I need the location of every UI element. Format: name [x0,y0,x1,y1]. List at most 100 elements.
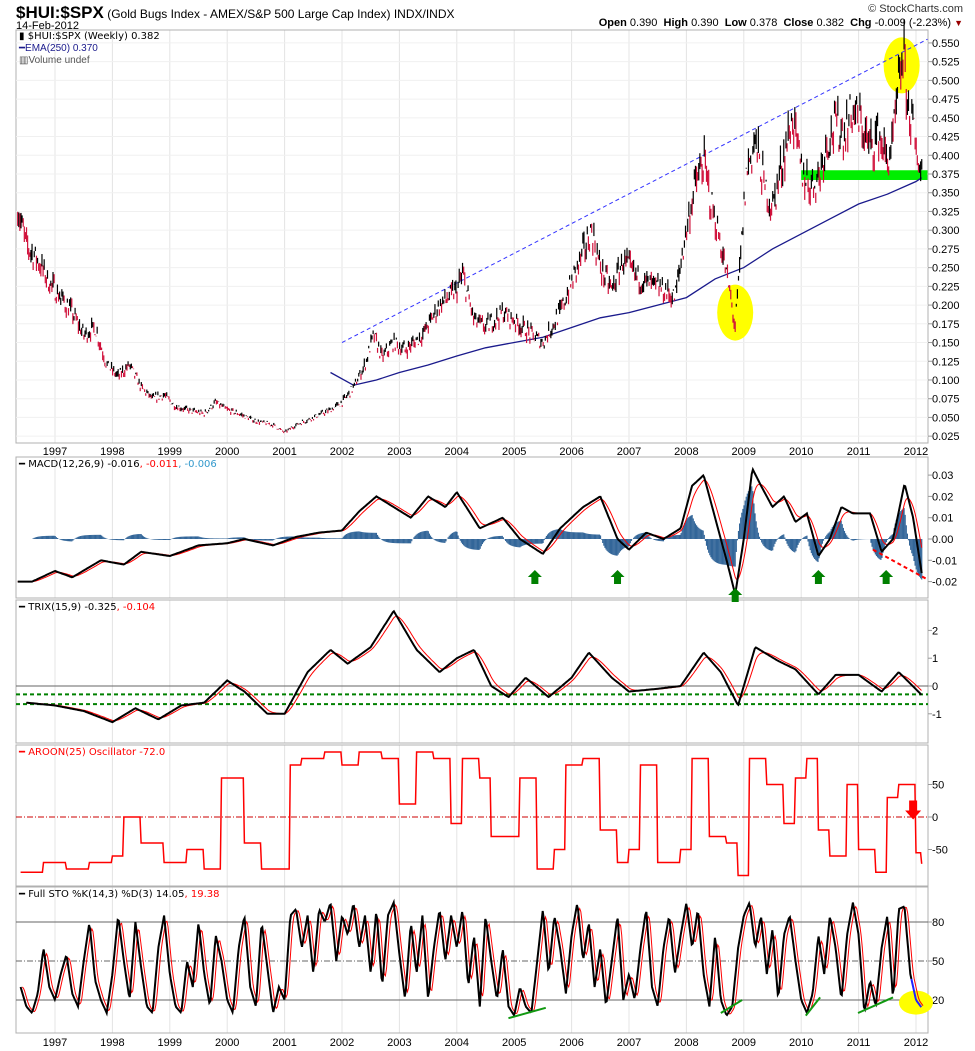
buy-arrow-icon [610,570,625,584]
main-y-tick-label: 0.425 [932,132,960,144]
volume-bars-icon: ▥ [19,55,29,66]
sto-divergence-line [720,999,743,1014]
x-tick-label-top: 2003 [387,446,411,458]
x-tick-label-bottom: 2002 [330,1037,354,1049]
low-label: Low [724,17,747,29]
x-tick-label-bottom: 2007 [617,1037,641,1049]
sto-legend: ━ Full STO %K(14,3) %D(3) 14.05, 19.38 [19,889,219,901]
sto-d-line [21,903,924,1015]
x-tick-label-bottom: 2001 [272,1037,296,1049]
aroon-y-tick-label: -50 [932,845,948,857]
macd-y-tick-label: 0.00 [932,534,953,546]
ema-legend-text: EMA(250) 0.370 [25,43,98,54]
x-tick-label-top: 2008 [674,446,698,458]
x-tick-label-top: 2004 [445,446,469,458]
ohlc-bars-icon: ▮ [19,31,25,42]
ohlc-readout: Open 0.390 High 0.390 Low 0.378 Close 0.… [599,17,963,29]
volume-legend-text: Volume undef [28,55,90,66]
price-legend: ▮ $HUI:$SPX (Weekly) 0.382 ━EMA(250) 0.3… [19,31,160,67]
trix-y-tick-label: -1 [932,709,942,721]
main-y-tick-label: 0.150 [932,338,960,350]
main-y-tick-label: 0.375 [932,169,960,181]
trix-y-tick-label: 1 [932,653,938,665]
ema250-line [330,177,923,386]
macd-line [17,466,923,595]
sto-y-tick-label: 50 [932,956,944,968]
macd-legend: ━ MACD(12,26,9) -0.016, -0.011, -0.006 [19,459,217,471]
x-tick-label-top: 2011 [847,446,871,458]
aroon-y-tick-label: 50 [932,780,944,792]
high-value: 0.390 [691,17,719,29]
main-y-tick-label: 0.100 [932,375,960,387]
x-tick-label-bottom: 2003 [387,1037,411,1049]
sto-k-line [19,898,913,1018]
sto-y-tick-label: 80 [932,917,944,929]
x-tick-label-bottom: 2000 [215,1037,239,1049]
symbol: $HUI:$SPX [16,3,104,22]
macd-legend-text: MACD(12,26,9) -0.016 [28,459,140,470]
sto-k-recent-line [910,978,923,1008]
main-y-tick-label: 0.125 [932,356,960,368]
main-y-tick-label: 0.450 [932,113,960,125]
trix-signal-text: , -0.104 [116,602,156,613]
main-y-tick-label: 0.200 [932,300,960,312]
x-tick-label-bottom: 2012 [904,1037,928,1049]
x-tick-label-top: 2007 [617,446,641,458]
main-y-tick-label: 0.075 [932,394,960,406]
x-tick-label-top: 1998 [100,446,124,458]
main-y-tick-label: 0.300 [932,225,960,237]
buy-arrow-icon [811,570,826,584]
x-tick-label-top: 2001 [272,446,296,458]
chart-date: 14-Feb-2012 [16,20,79,32]
main-y-tick-label: 0.175 [932,319,960,331]
main-y-tick-label: 0.275 [932,244,960,256]
buy-arrow-icon [879,570,894,584]
x-tick-label-bottom: 2008 [674,1037,698,1049]
open-label: Open [598,17,627,29]
trix-legend-text: TRIX(15,9) -0.325 [28,602,117,613]
macd-signal-text: , -0.011 [139,459,179,470]
buy-arrow-icon [728,588,743,602]
close-label: Close [783,17,814,29]
trix-y-tick-label: 0 [932,681,938,693]
main-panel-frame [15,29,929,444]
line-swatch-icon: ━ [19,459,26,470]
macd-signal-line [17,479,923,583]
aroon-panel-frame [15,744,929,887]
trix-y-tick-label: 2 [932,625,938,637]
main-y-tick-label: 0.500 [932,75,960,87]
line-swatch-icon: ━ [19,747,26,758]
brand-logo[interactable]: © StockCharts.com [868,3,963,15]
x-tick-label-top: 2000 [215,446,239,458]
sto-divergence-line [508,1006,547,1020]
macd-trendline [872,548,928,581]
x-tick-label-bottom: 1997 [43,1037,67,1049]
x-tick-label-bottom: 2004 [445,1037,469,1049]
sto-legend-text: Full STO %K(14,3) %D(3) 14.05 [28,889,185,900]
x-tick-label-top: 1999 [158,446,182,458]
macd-y-tick-label: 0.03 [932,470,953,482]
x-tick-label-bottom: 2011 [847,1037,871,1049]
line-swatch-icon: ━ [19,889,26,900]
buy-arrow-icon [527,570,542,584]
main-y-tick-label: 0.550 [932,38,960,50]
chg-label: Chg [850,17,872,29]
trix-legend: ━ TRIX(15,9) -0.325, -0.104 [19,602,155,614]
main-y-tick-label: 0.225 [932,281,960,293]
aroon-line [20,751,923,877]
x-tick-label-top: 2002 [330,446,354,458]
x-tick-label-top: 1997 [43,446,67,458]
macd-y-tick-label: 0.01 [932,513,953,525]
main-y-tick-label: 0.050 [932,412,960,424]
down-triangle-icon: ▼ [954,18,963,28]
x-tick-label-bottom: 2010 [789,1037,813,1049]
x-tick-label-top: 2006 [559,446,583,458]
line-swatch-icon: ━ [19,43,26,54]
aroon-legend: ━ AROON(25) Oscillator -72.0 [19,747,165,759]
x-tick-label-bottom: 1999 [158,1037,182,1049]
sto-divergence-line [857,996,894,1014]
main-y-tick-label: 0.400 [932,150,960,162]
x-tick-label-top: 2012 [904,446,928,458]
